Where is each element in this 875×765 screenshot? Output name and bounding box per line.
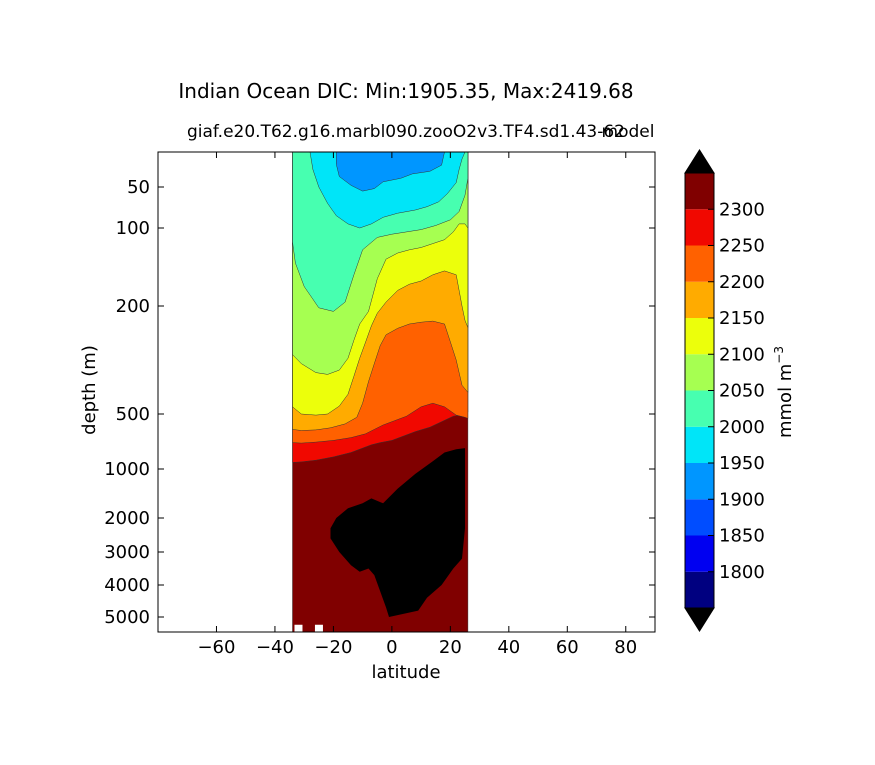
y-tick-label: 4000: [104, 575, 150, 596]
contour-band-1900-1950: [336, 152, 445, 192]
colorbar-tick-label: 1950: [719, 453, 765, 474]
colorbar-swatch-1900: [685, 463, 714, 500]
x-tick-label: 60: [556, 637, 579, 658]
y-tick-label: 3000: [104, 542, 150, 563]
colorbar-extend-under: [684, 607, 715, 632]
x-tick-label: 40: [497, 637, 520, 658]
colorbar-extend-over: [684, 149, 715, 174]
colorbar-tick-label: 2050: [719, 381, 765, 402]
x-tick-label: 80: [614, 637, 637, 658]
y-tick-label: 500: [116, 404, 150, 425]
y-tick-label: 1000: [104, 459, 150, 480]
colorbar-swatch-2050: [685, 354, 714, 391]
plot-area: [292, 152, 469, 632]
x-axis-label: latitude: [371, 662, 440, 683]
colorbar-tick-label: 2200: [719, 272, 765, 293]
colorbar-label-unit: mmol m: [775, 364, 796, 438]
colorbar-swatch-2200: [685, 245, 714, 282]
colorbar-swatch-1850: [685, 499, 714, 536]
chart-subtitle: giaf.e20.T62.g16.marbl090.zooO2v3.TF4.sd…: [187, 122, 625, 142]
y-tick-label: 5000: [104, 607, 150, 628]
colorbar-swatch-1950: [685, 426, 714, 463]
plot-frame: [157, 151, 656, 633]
y-tick-label: 100: [116, 218, 150, 239]
colorbar-tick-label: 2150: [719, 308, 765, 329]
colorbar: 1800 1850 1900 1950 2000 2050 2100 2150 2200 2250…: [684, 149, 765, 632]
land-mask-block-0: [294, 624, 303, 632]
colorbar-swatch-1800: [685, 535, 714, 572]
x-tick-label: −40: [256, 637, 294, 658]
colorbar-tick-label: 2250: [719, 236, 765, 257]
x-tick-label: 20: [439, 637, 462, 658]
colorbar-swatch-2000: [685, 390, 714, 427]
colorbar-tick-label: 1850: [719, 526, 765, 547]
colorbar-swatch-2100: [685, 318, 714, 355]
colorbar-tick-label: 2000: [719, 417, 765, 438]
colorbar-swatch-2250: [685, 209, 714, 246]
colorbar-tick-label: 2300: [719, 199, 765, 220]
colorbar-swatch-2150: [685, 281, 714, 318]
colorbar-tick-label: 1900: [719, 489, 765, 510]
colorbar-tick-label: 2100: [719, 344, 765, 365]
y-tick-label: 200: [116, 296, 150, 317]
colorbar-label-exponent: −3: [772, 346, 786, 364]
colorbar-tick-label: 1800: [719, 562, 765, 583]
contour-over-max-region: [330, 448, 465, 617]
chart-title: Indian Ocean DIC: Min:1905.35, Max:2419.…: [178, 79, 633, 103]
y-tick-label: 50: [127, 177, 150, 198]
y-tick-label: 2000: [104, 508, 150, 529]
axes: −60 −40 −20 0 20 40 60 80 50 100 200 500 1000 2000 300…: [104, 152, 655, 658]
colorbar-swatch-1750: [685, 571, 714, 608]
x-tick-label: 0: [386, 637, 397, 658]
chart-subtitle-overlay: model: [602, 122, 655, 142]
colorbar-swatch-2300: [685, 173, 714, 210]
x-tick-label: −20: [314, 637, 352, 658]
land-mask-block-1: [314, 624, 323, 632]
x-tick-label: −60: [197, 637, 235, 658]
colorbar-label: mmol m−3: [772, 346, 796, 438]
y-axis-label: depth (m): [79, 345, 100, 435]
